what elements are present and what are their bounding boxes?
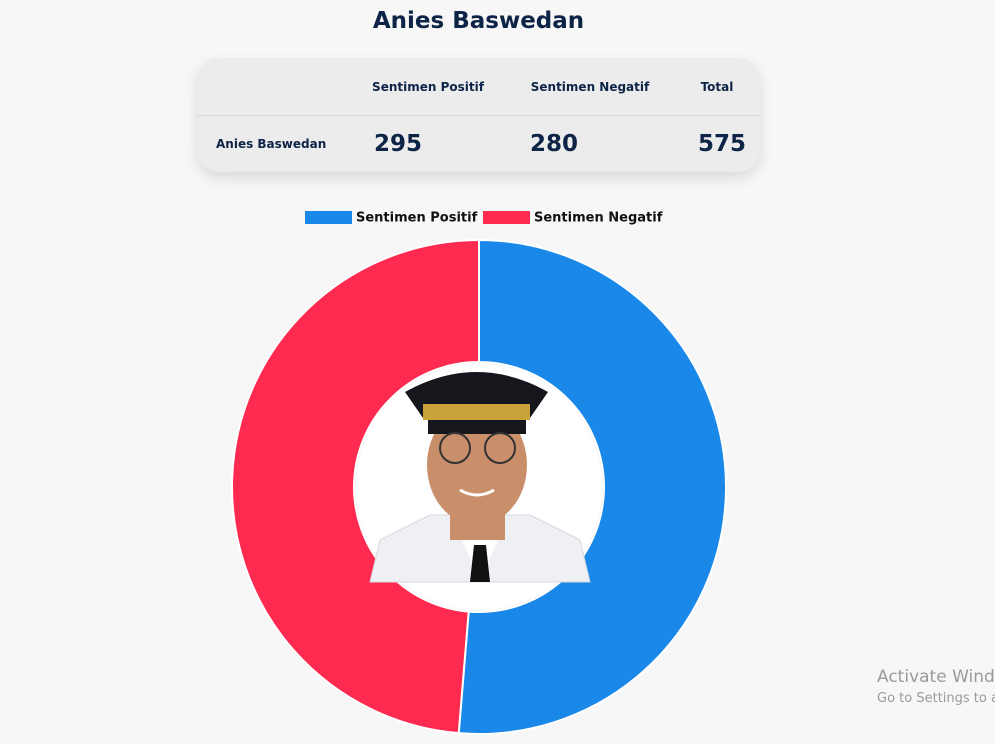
column-header: Total	[700, 79, 734, 94]
legend-swatch	[305, 211, 352, 224]
portrait-shape	[459, 488, 495, 497]
portrait-shape	[450, 505, 505, 540]
doughnut-slice	[231, 238, 480, 735]
portrait-shape	[423, 404, 530, 420]
legend-label: Sentimen Positif	[356, 211, 478, 226]
doughnut-slice	[457, 238, 727, 735]
cell-value: 295	[373, 131, 422, 157]
os-watermark: Activate Wind Go to Settings to a	[877, 667, 995, 706]
legend-label: Sentimen Negatif	[534, 211, 663, 226]
table-header: Sentimen Positif Sentimen Negatif Total	[197, 58, 760, 116]
portrait-shape	[484, 432, 516, 464]
column-header: Sentimen Positif	[372, 79, 484, 94]
watermark-line: Go to Settings to a	[877, 691, 995, 706]
row-label: Anies Baswedan	[216, 137, 327, 151]
table-row: Anies Baswedan 295 280 575	[197, 116, 760, 172]
portrait-shape	[428, 420, 526, 434]
summary-table: Sentimen Positif Sentimen Negatif Total …	[197, 58, 760, 172]
column-header: Sentimen Negatif	[530, 79, 650, 94]
legend: Sentimen Positif Sentimen Negatif	[305, 211, 663, 226]
cell-value: 575	[697, 131, 746, 157]
cell-value: 280	[529, 131, 578, 157]
portrait-shape	[427, 405, 527, 525]
page-title: Anies Baswedan	[372, 8, 585, 34]
portrait-shape	[470, 545, 490, 582]
portrait	[356, 364, 602, 610]
watermark-line: Activate Wind	[877, 667, 995, 687]
legend-swatch	[483, 211, 530, 224]
portrait-shape	[439, 432, 471, 464]
